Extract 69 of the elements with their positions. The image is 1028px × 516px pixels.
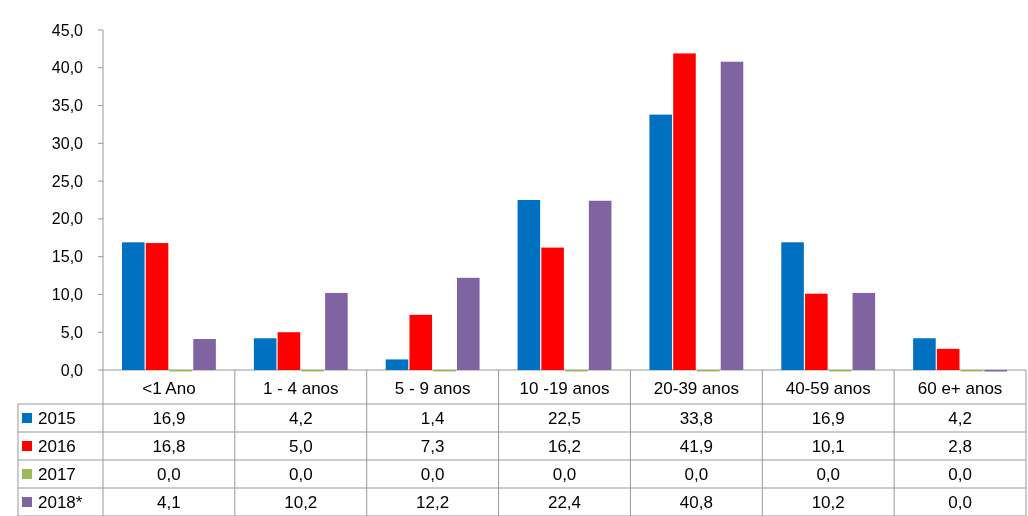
data-label: 16,9: [152, 408, 186, 428]
bar: [913, 338, 936, 370]
data-label: 22,5: [547, 408, 582, 428]
x-tick-label: 40-59 anos: [785, 378, 871, 398]
bar: [517, 200, 541, 370]
bar: [122, 242, 145, 370]
y-tick-label: 35,0: [51, 97, 84, 115]
y-tick-label: 30,0: [51, 134, 84, 152]
y-tick-label: 25,0: [51, 172, 84, 190]
data-label: 41,9: [679, 436, 713, 456]
bar: [852, 292, 876, 370]
legend-label: 2015: [38, 408, 76, 428]
data-label: 0,0: [552, 464, 577, 484]
bar: [720, 61, 744, 370]
data-label: 0,0: [684, 464, 709, 484]
data-label: 10,1: [811, 436, 845, 456]
x-tick-label: 5 - 9 anos: [394, 378, 471, 398]
y-tick-label: 15,0: [51, 248, 84, 266]
bar: [673, 53, 696, 370]
x-tick-label: 10 -19 anos: [519, 378, 610, 398]
bar: [805, 293, 828, 370]
y-tick-label: 20,0: [51, 210, 84, 228]
data-label: 7,3: [420, 436, 445, 456]
y-tick-label: 40,0: [51, 59, 84, 77]
x-tick-label: 60 e+ anos: [917, 378, 1003, 398]
data-label: 0,0: [948, 492, 972, 512]
data-label: 5,0: [288, 436, 313, 456]
data-label: 33,8: [679, 408, 713, 428]
y-tick-label: 5,0: [60, 323, 84, 341]
data-label: 12,2: [416, 492, 450, 512]
bar: [253, 338, 277, 370]
data-label: 0,0: [948, 464, 972, 484]
data-label: 4,2: [948, 408, 972, 428]
bar: [541, 247, 564, 370]
y-tick-label: 0,0: [60, 361, 84, 379]
data-label: 16,8: [152, 436, 186, 456]
bar: [325, 292, 348, 370]
bar: [936, 348, 960, 370]
x-tick-label: <1 Ano: [142, 378, 196, 398]
data-label: 16,9: [811, 408, 845, 428]
data-label: 0,0: [420, 464, 445, 484]
bar: [145, 243, 169, 370]
bar: [409, 314, 433, 370]
data-label: 0,0: [157, 464, 181, 484]
legend-label: 2017: [38, 464, 76, 484]
bar: [781, 242, 804, 370]
legend-label: 2016: [38, 436, 76, 456]
data-label: 40,8: [679, 492, 713, 512]
data-label: 1,4: [420, 408, 445, 428]
x-tick-label: 1 - 4 anos: [262, 378, 339, 398]
y-tick-label: 45,0: [51, 21, 84, 39]
bar: [277, 332, 301, 370]
data-label: 4,2: [288, 408, 313, 428]
bar: [588, 200, 612, 370]
data-label: 0,0: [288, 464, 313, 484]
bar: [385, 359, 409, 370]
data-label: 2,8: [948, 436, 972, 456]
bar: [193, 339, 216, 370]
bar: [457, 277, 480, 370]
data-label: 10,2: [811, 492, 845, 512]
x-tick-label: 20-39 anos: [653, 378, 739, 398]
data-label: 22,4: [547, 492, 582, 512]
data-label: 0,0: [816, 464, 841, 484]
data-label: 4,1: [157, 492, 181, 512]
bar: [649, 114, 673, 370]
data-label: 10,2: [284, 492, 318, 512]
legend-label: 2018*: [38, 492, 83, 512]
data-label: 16,2: [547, 436, 582, 456]
y-tick-label: 10,0: [51, 286, 84, 304]
